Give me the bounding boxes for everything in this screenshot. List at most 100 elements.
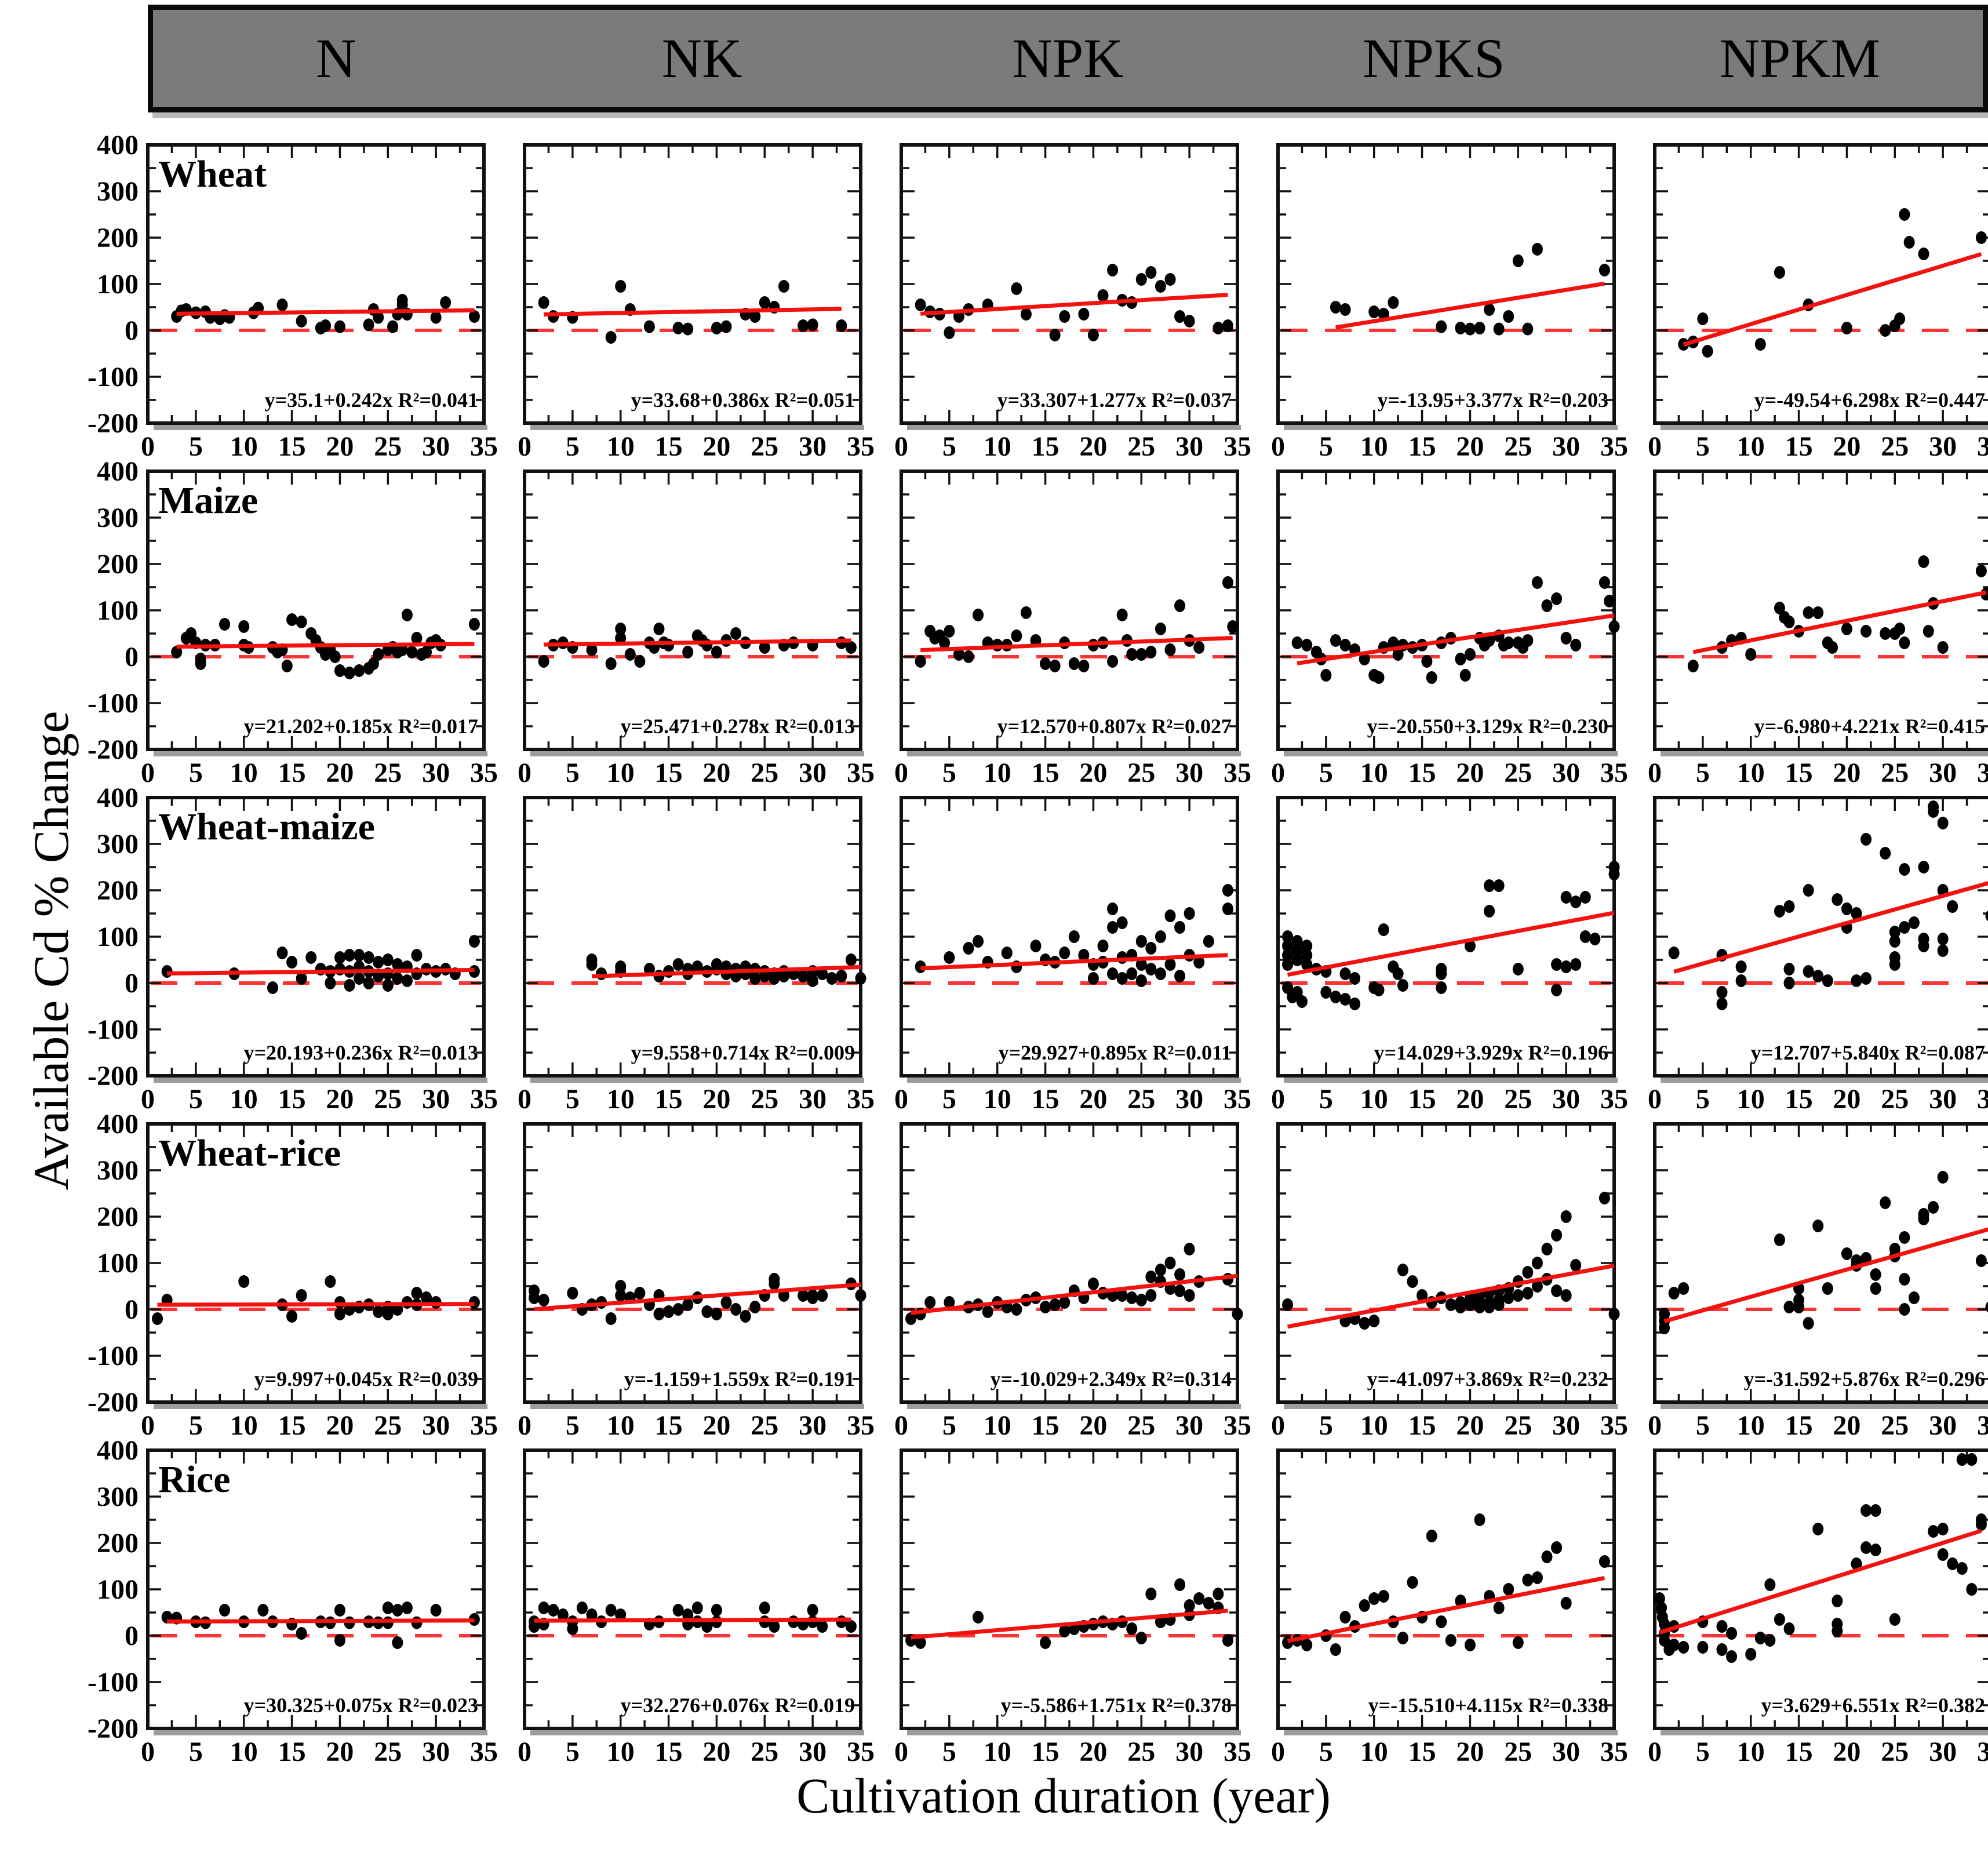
data-point <box>373 1305 384 1318</box>
data-point <box>538 655 549 668</box>
data-point <box>468 1613 480 1626</box>
data-point <box>392 958 403 971</box>
data-point <box>711 1604 722 1617</box>
regression-line <box>176 642 475 649</box>
data-point <box>1956 1562 1968 1575</box>
data-point <box>1937 944 1949 957</box>
y-tick-label: 200 <box>97 1528 139 1559</box>
data-point <box>1570 958 1582 971</box>
data-point <box>1126 1291 1138 1304</box>
data-point <box>1459 669 1471 682</box>
data-point <box>1474 1301 1485 1313</box>
equation-label: y=-20.550+3.129x R²=0.230 <box>1367 715 1608 738</box>
data-point <box>944 1296 955 1309</box>
regression-line <box>591 964 861 978</box>
data-point <box>769 972 780 985</box>
data-point <box>807 1291 818 1304</box>
data-point <box>1531 576 1543 589</box>
data-point <box>1426 671 1437 684</box>
data-point <box>605 657 617 670</box>
data-point <box>1937 933 1949 945</box>
x-tick-label: 25 <box>751 1410 778 1441</box>
x-tick-label: 10 <box>1737 1410 1765 1441</box>
y-tick-label: 400 <box>97 1435 139 1466</box>
data-point <box>363 318 374 332</box>
data-point <box>1928 1201 1939 1214</box>
data-point <box>944 951 955 964</box>
panel-Rice-NPK: 0 5 10 15 20 25 30 35 y=-5.586+1.751x R²=0.378 <box>894 1448 1251 1767</box>
x-tick-label: 30 <box>422 758 450 788</box>
data-point <box>286 956 298 969</box>
data-point <box>1320 986 1332 999</box>
data-point <box>1059 1625 1071 1637</box>
data-point <box>845 953 857 966</box>
data-point <box>1174 1578 1186 1591</box>
x-tick-label: 20 <box>326 1084 354 1115</box>
data-point <box>759 970 770 982</box>
x-tick-label: 20 <box>1079 431 1107 462</box>
data-point <box>1783 900 1795 913</box>
data-point <box>334 664 345 677</box>
data-point <box>1918 247 1929 260</box>
y-tick-label: 0 <box>125 968 139 999</box>
data-point <box>1880 847 1891 860</box>
data-point <box>1570 639 1582 651</box>
data-point <box>1937 1171 1949 1184</box>
data-point <box>421 646 432 658</box>
data-point <box>1832 1595 1843 1607</box>
equation-label: y=-1.159+1.559x R²=0.191 <box>624 1367 855 1391</box>
data-point <box>1975 231 1987 244</box>
data-point <box>1774 602 1785 614</box>
data-point <box>1107 264 1119 276</box>
data-point <box>1764 1634 1776 1647</box>
data-point <box>1985 1301 1988 1313</box>
data-point <box>401 609 413 621</box>
data-point <box>1282 958 1294 971</box>
data-point <box>1832 1625 1843 1637</box>
data-point <box>1870 1268 1881 1281</box>
y-tick-label: -100 <box>88 1341 139 1371</box>
data-point <box>529 1291 540 1304</box>
data-point <box>845 641 857 654</box>
x-axis-title: Cultivation duration (year) <box>796 1768 1331 1823</box>
x-tick-label: 15 <box>655 1737 683 1767</box>
data-point <box>1716 1620 1728 1633</box>
data-point <box>576 1602 588 1614</box>
data-point <box>1966 1583 1978 1596</box>
data-point <box>1291 986 1303 999</box>
data-point <box>672 322 684 334</box>
data-point <box>653 1308 665 1320</box>
data-point <box>363 977 374 989</box>
plot-frame <box>146 143 486 425</box>
data-point <box>672 1604 684 1617</box>
x-tick-label: 30 <box>1929 1084 1957 1115</box>
data-point <box>557 1608 569 1621</box>
data-point <box>1426 1530 1437 1542</box>
x-tick-label: 35 <box>470 758 498 788</box>
data-point <box>1745 1648 1757 1661</box>
data-point <box>548 310 559 323</box>
data-point <box>296 972 307 985</box>
data-point <box>1783 616 1795 628</box>
x-tick-label: 30 <box>1175 758 1203 788</box>
x-tick-label: 5 <box>1696 1084 1710 1115</box>
data-point <box>924 1296 936 1309</box>
x-tick-label: 35 <box>1224 1084 1251 1115</box>
x-tick-label: 35 <box>1977 758 1988 788</box>
x-tick-label: 25 <box>1881 1737 1909 1767</box>
data-point <box>382 1308 394 1320</box>
x-tick-label: 10 <box>1360 758 1388 788</box>
x-tick-label: 25 <box>374 758 402 788</box>
data-point <box>1541 1243 1553 1255</box>
data-point <box>663 1305 675 1318</box>
x-tick-label: 25 <box>1881 758 1909 788</box>
data-point <box>711 646 722 658</box>
y-tick-label: -200 <box>88 734 139 765</box>
data-point <box>392 1604 403 1617</box>
data-point <box>1608 620 1620 633</box>
data-point <box>1339 967 1351 980</box>
data-point <box>1894 312 1906 325</box>
x-tick-label: 25 <box>751 1737 778 1767</box>
plot-frame <box>146 469 486 751</box>
x-tick-label: 25 <box>1504 1737 1532 1767</box>
